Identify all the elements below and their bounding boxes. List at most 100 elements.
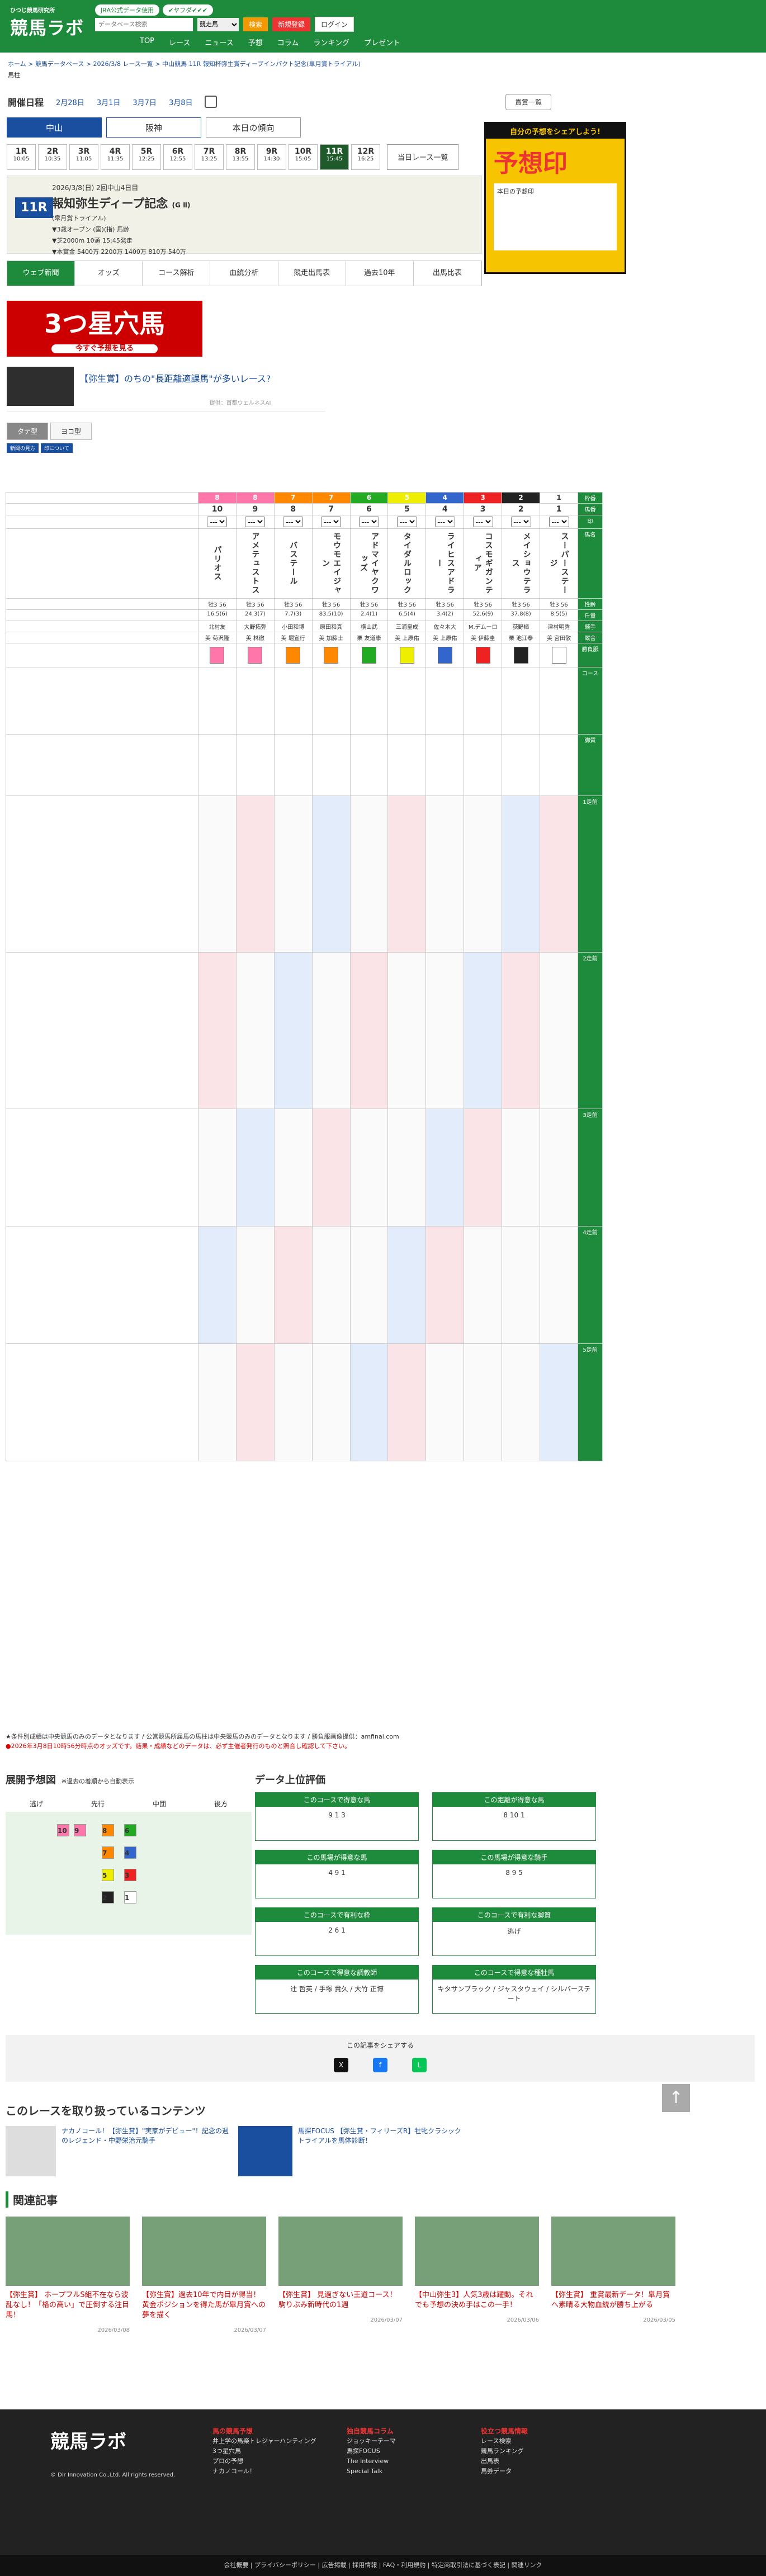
- horse-name-text[interactable]: コスモギガンティア: [472, 532, 493, 595]
- jockey[interactable]: 北村友: [198, 621, 237, 632]
- trainer[interactable]: 美 上原佑: [387, 632, 427, 643]
- horse-name-text[interactable]: タイダルロック: [402, 532, 412, 595]
- horse-name-text[interactable]: バステール: [289, 541, 298, 586]
- mark-select[interactable]: ---: [425, 515, 465, 529]
- horse-name-text[interactable]: スーパーステージ: [549, 532, 569, 595]
- register-button[interactable]: 新規登録: [272, 17, 311, 31]
- related-item[interactable]: 馬探FOCUS 【弥生賞・フィリーズR】牡牝クラシックトライアルを馬体診断！: [238, 2126, 462, 2176]
- share-prediction-ad[interactable]: 自分の予想をシェアしよう! 予想印 本日の予想印: [484, 122, 626, 274]
- login-button[interactable]: ログイン: [315, 17, 354, 32]
- footer-link[interactable]: ジョッキーテーマ: [347, 2437, 396, 2445]
- jockey[interactable]: 佐々木大: [425, 621, 465, 632]
- footer-link[interactable]: Special Talk: [347, 2468, 383, 2475]
- trainer[interactable]: 美 上原佑: [425, 632, 465, 643]
- jockey[interactable]: 原田和真: [311, 621, 351, 632]
- race-tab[interactable]: 10R 15:05: [289, 144, 318, 170]
- horse-name-text[interactable]: モウモエイジャン: [321, 532, 342, 595]
- trainer[interactable]: 美 加藤士: [311, 632, 351, 643]
- horse-name-text[interactable]: メイショウテラス: [510, 532, 531, 595]
- date-link[interactable]: 3月8日: [168, 98, 193, 107]
- race-tab[interactable]: 4R 11:35: [101, 144, 130, 170]
- nav-present[interactable]: プレゼント: [364, 39, 401, 48]
- site-logo[interactable]: ひつじ競馬研究所 競馬ラボ: [10, 8, 84, 39]
- today-races-button[interactable]: 当日レース一覧: [387, 144, 459, 170]
- article-card[interactable]: 【弥生賞】 見過ぎない王道コース！駒りぶみ新時代の1週 2026/03/07: [278, 2217, 403, 2333]
- jockey[interactable]: 三浦皇成: [387, 621, 427, 632]
- calendar-icon[interactable]: [205, 96, 217, 108]
- race-tab[interactable]: 8R 13:55: [226, 144, 255, 170]
- three-star-banner[interactable]: 今すぐ予想を見る 3つ星穴馬: [7, 301, 202, 357]
- content-tab[interactable]: コース解析: [143, 261, 211, 286]
- horse-name-text[interactable]: パリオス: [212, 546, 222, 581]
- horse-name-text[interactable]: アドマイヤクワッズ: [359, 532, 379, 595]
- content-tab[interactable]: 血統分析: [210, 261, 278, 286]
- footer-link[interactable]: 馬券データ: [481, 2468, 512, 2475]
- ad-row[interactable]: 【弥生賞】のちの"長距離適課馬"が多いレース? 提供：首都ウェルネスAI: [7, 367, 325, 411]
- horizontal-layout-button[interactable]: ヨコ型: [50, 423, 92, 440]
- date-link[interactable]: 3月1日: [96, 98, 121, 107]
- footer-link[interactable]: プロの予想: [212, 2457, 243, 2465]
- jra-link[interactable]: JRA公式データ使用: [95, 4, 159, 16]
- mark-select[interactable]: ---: [349, 515, 389, 529]
- article-card[interactable]: 【弥生賞】過去10年で内目が得当！黄金ポジションを得た馬が皐月賞への夢を描く 20…: [142, 2217, 266, 2333]
- jockey[interactable]: 津村明秀: [540, 621, 578, 632]
- search-button[interactable]: 検索: [243, 17, 268, 31]
- nav-column[interactable]: コラム: [277, 39, 299, 48]
- jockey[interactable]: 小田和博: [273, 621, 313, 632]
- content-tab[interactable]: オッズ: [75, 261, 143, 286]
- mark-select[interactable]: ---: [198, 515, 237, 529]
- mark-select[interactable]: ---: [464, 515, 503, 529]
- race-tab[interactable]: 2R 10:35: [38, 144, 67, 170]
- horse-name-text[interactable]: アメテュストス: [250, 532, 260, 595]
- nav-top[interactable]: TOP: [140, 37, 155, 45]
- trainer[interactable]: 栗 池江泰: [502, 632, 541, 643]
- vertical-layout-button[interactable]: タテ型: [7, 423, 49, 440]
- footer-link[interactable]: 馬探FOCUS: [347, 2447, 380, 2455]
- social-links[interactable]: ✔ヤフダ✔✔✔: [162, 4, 213, 16]
- race-tab[interactable]: 3R 11:05: [69, 144, 98, 170]
- newspaper-guide-link[interactable]: 新聞の見方: [7, 443, 39, 453]
- mark-select[interactable]: ---: [502, 515, 541, 529]
- footer-link[interactable]: 3つ星穴馬: [212, 2447, 241, 2455]
- date-link[interactable]: 3月7日: [133, 98, 157, 107]
- jockey[interactable]: 大野拓弥: [235, 621, 275, 632]
- race-tab[interactable]: 12R 16:25: [351, 144, 380, 170]
- jockey[interactable]: 荻野極: [502, 621, 541, 632]
- ad-text[interactable]: 【弥生賞】のちの"長距離適課馬"が多いレース?: [79, 373, 271, 384]
- x-share-icon[interactable]: X: [334, 2058, 349, 2072]
- related-item[interactable]: ナカノコール！【弥生賞】"実家がデビュー"！記念の週のレジェンド・中野栄治元騎手: [6, 2126, 229, 2176]
- trainer[interactable]: 美 菊沢隆: [198, 632, 237, 643]
- trainer[interactable]: 美 林徹: [235, 632, 275, 643]
- facebook-share-icon[interactable]: f: [373, 2058, 387, 2072]
- nav-race[interactable]: レース: [169, 39, 191, 48]
- footer-link[interactable]: 井上学の馬楽トレジャーハンティング: [212, 2437, 316, 2445]
- breadcrumb[interactable]: ホーム > 競馬データベース > 2026/3/8 レース一覧 > 中山競馬 1…: [8, 60, 361, 68]
- mark-select[interactable]: ---: [540, 515, 578, 529]
- today-trend-button[interactable]: 本日の傾向: [206, 117, 301, 138]
- race-tab[interactable]: 1R 10:05: [7, 144, 36, 170]
- footer-link[interactable]: レース検索: [481, 2437, 512, 2445]
- footer-logo[interactable]: 競馬ラボ: [50, 2431, 126, 2453]
- footer-link[interactable]: The Interview: [347, 2457, 389, 2465]
- article-card[interactable]: 【中山弥生3】人気3歳は躍動。それでも予想の決め手はこの一手！ 2026/03/0…: [415, 2217, 539, 2333]
- mark-select[interactable]: ---: [311, 515, 351, 529]
- nav-ranking[interactable]: ランキング: [313, 39, 349, 48]
- trainer[interactable]: 美 宮田敬: [540, 632, 578, 643]
- jockey[interactable]: 横山武: [349, 621, 389, 632]
- trainer[interactable]: 美 堀宣行: [273, 632, 313, 643]
- content-tab[interactable]: 競走出馬表: [278, 261, 346, 286]
- line-share-icon[interactable]: L: [412, 2058, 427, 2072]
- trainer[interactable]: 栗 友道康: [349, 632, 389, 643]
- content-tab[interactable]: 過去10年: [346, 261, 414, 286]
- mark-select[interactable]: ---: [273, 515, 313, 529]
- footer-link[interactable]: ナカノコール！: [212, 2468, 256, 2475]
- search-scope-select[interactable]: 競走馬: [197, 17, 239, 31]
- mark-select[interactable]: ---: [387, 515, 427, 529]
- footer-links[interactable]: 会社概要 | プライバシーポリシー | 広告掲載 | 採用情報 | FAQ・利用…: [0, 2555, 766, 2576]
- mark-select[interactable]: ---: [235, 515, 275, 529]
- prize-list-button[interactable]: 貴賞一覧: [505, 93, 551, 110]
- tab-nakayama[interactable]: 中山: [7, 117, 102, 138]
- race-tab[interactable]: 9R 14:30: [257, 144, 286, 170]
- date-link[interactable]: 2月28日: [56, 98, 84, 107]
- mark-guide-link[interactable]: 印について: [41, 443, 73, 453]
